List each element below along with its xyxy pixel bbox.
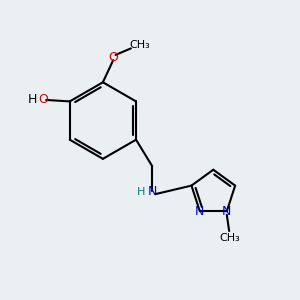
Text: H: H [28,93,38,106]
Text: H: H [137,187,145,197]
Text: N: N [194,206,204,218]
Text: O: O [109,51,118,64]
Text: N: N [148,185,158,198]
Text: CH₃: CH₃ [129,40,150,50]
Text: O: O [38,93,48,106]
Text: CH₃: CH₃ [219,233,240,243]
Text: N: N [222,206,232,218]
